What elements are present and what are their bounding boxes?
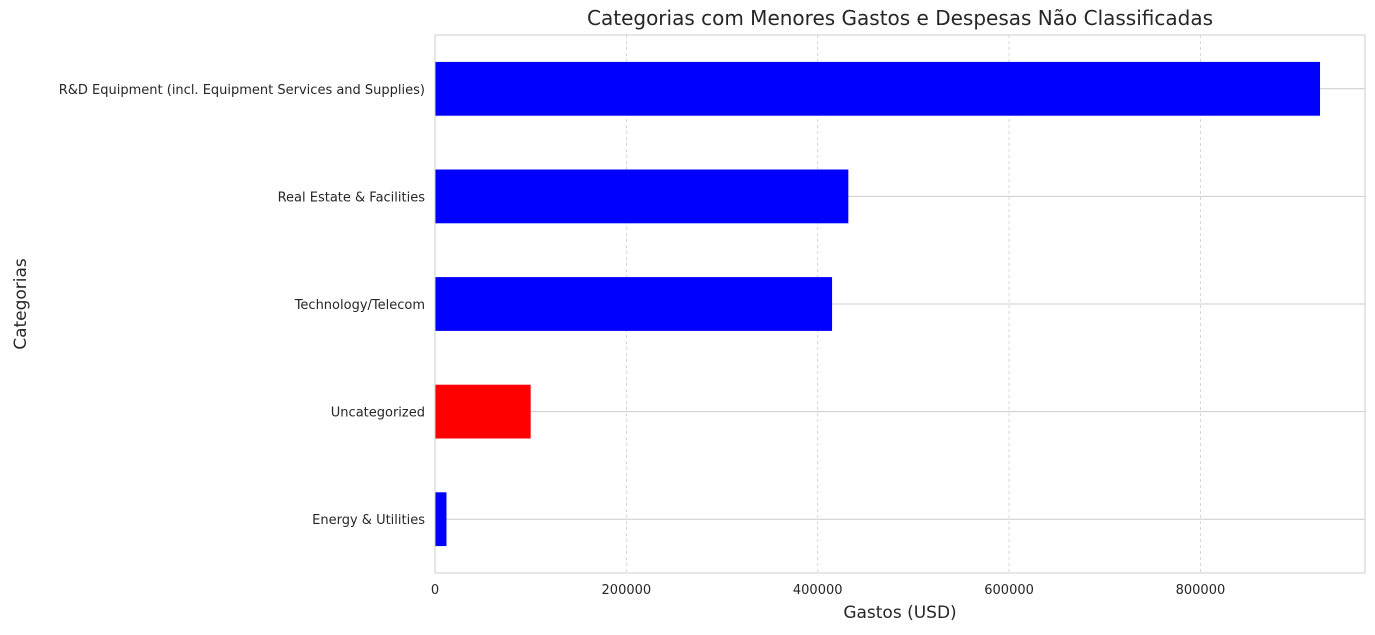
y-ticks: R&D Equipment (incl. Equipment Services … bbox=[59, 83, 425, 528]
plot-frame bbox=[434, 34, 1366, 574]
x-tick-label: 200000 bbox=[602, 583, 652, 598]
chart-title: Categorias com Menores Gastos e Despesas… bbox=[587, 6, 1213, 30]
y-tick-label: Real Estate & Facilities bbox=[278, 190, 426, 205]
bar bbox=[435, 61, 1321, 116]
y-tick-label: R&D Equipment (incl. Equipment Services … bbox=[59, 83, 425, 98]
y-tick-label: Energy & Utilities bbox=[312, 513, 425, 528]
y-axis-label: Categorias bbox=[11, 258, 31, 350]
bar bbox=[435, 277, 833, 331]
x-ticks: 0 200000 400000 600000 800000 bbox=[431, 583, 1225, 598]
bar bbox=[435, 169, 849, 224]
x-tick-label: 600000 bbox=[984, 583, 1034, 598]
y-tick-label: Uncategorized bbox=[331, 406, 425, 421]
y-tick-label: Technology/Telecom bbox=[294, 298, 425, 313]
bars-layer bbox=[435, 61, 1321, 547]
bar bbox=[435, 384, 531, 439]
x-tick-label: 800000 bbox=[1176, 583, 1226, 598]
x-tick-label: 400000 bbox=[793, 583, 843, 598]
x-axis-label: Gastos (USD) bbox=[843, 603, 956, 623]
bar bbox=[435, 492, 447, 547]
x-tick-label: 0 bbox=[431, 583, 439, 598]
